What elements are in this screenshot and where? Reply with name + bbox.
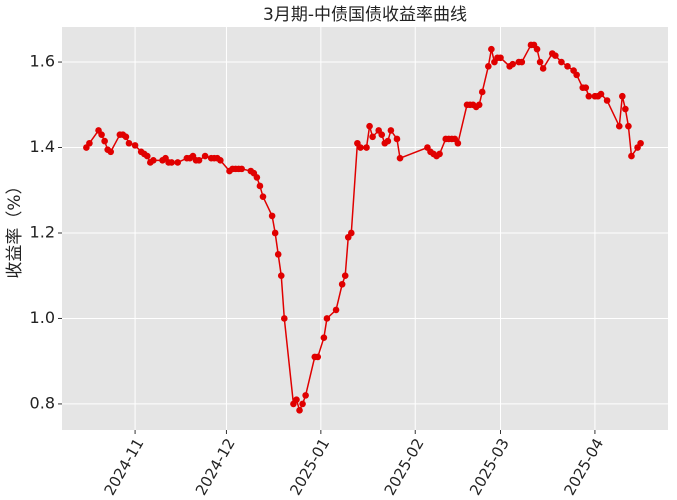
data-point [488, 45, 495, 53]
data-point [314, 353, 322, 361]
data-point [357, 144, 364, 151]
x-tick-label: 2025-02 [381, 435, 428, 498]
y-tick-label: 1.0 [30, 308, 55, 327]
data-point [277, 272, 285, 280]
data-point [168, 159, 175, 166]
data-point [573, 71, 580, 79]
data-point [585, 92, 593, 100]
data-point [341, 272, 349, 280]
data-point [143, 152, 151, 160]
data-point [363, 144, 370, 151]
data-point [378, 131, 386, 138]
y-tick-label: 1.2 [30, 222, 55, 241]
data-point [302, 392, 309, 399]
data-point [268, 212, 276, 220]
x-tick-label: 2025-04 [560, 435, 607, 498]
data-point [293, 396, 300, 403]
data-point [454, 139, 462, 147]
data-point [274, 251, 282, 258]
data-point [622, 105, 629, 113]
data-point [299, 400, 306, 408]
data-point [533, 45, 541, 53]
data-point [393, 135, 401, 143]
data-point [217, 157, 224, 164]
data-point [195, 157, 203, 164]
data-point [150, 157, 157, 164]
data-point [552, 52, 559, 59]
y-tick-label: 1.6 [30, 52, 55, 71]
data-point [101, 137, 108, 145]
data-point [564, 63, 571, 70]
data-point [396, 154, 404, 162]
data-point [475, 101, 483, 109]
y-tick-label: 0.8 [30, 393, 55, 412]
data-point [582, 84, 590, 91]
data-point [107, 148, 115, 156]
data-point [323, 315, 331, 322]
data-point [369, 133, 376, 141]
data-point [497, 54, 504, 62]
data-point [539, 65, 547, 72]
data-point [253, 174, 261, 181]
data-point [619, 92, 626, 100]
data-point [478, 88, 486, 96]
data-point [338, 280, 346, 288]
data-point [125, 139, 133, 147]
data-point [603, 97, 611, 104]
data-point [637, 139, 644, 147]
data-point [238, 165, 245, 173]
data-point [122, 133, 130, 141]
data-point [366, 122, 373, 130]
x-tick-label: 2024-12 [192, 435, 239, 498]
data-point [320, 334, 328, 341]
data-point [98, 131, 105, 138]
data-point [332, 306, 340, 314]
data-point [536, 58, 544, 66]
x-tick-label: 2024-11 [101, 435, 148, 498]
plot-area [62, 27, 668, 430]
data-point [271, 229, 279, 237]
data-point [625, 122, 632, 130]
x-tick-label: 2025-01 [286, 435, 333, 498]
data-point [281, 315, 288, 322]
data-point [518, 58, 526, 66]
data-point [347, 229, 355, 237]
data-point [296, 407, 303, 414]
x-tick-label: 2025-03 [466, 435, 513, 498]
data-point [131, 142, 139, 149]
data-point [436, 150, 443, 158]
data-point [256, 182, 264, 190]
chart-title: 3月期-中债国债收益率曲线 [263, 5, 467, 25]
y-tick-label: 1.4 [30, 137, 55, 156]
y-axis-label: 收益率（%） [5, 177, 25, 278]
data-point [615, 122, 623, 130]
data-point [628, 152, 635, 160]
data-point [485, 63, 492, 70]
data-point [259, 193, 267, 200]
data-point [558, 58, 565, 66]
data-point [174, 159, 182, 166]
data-point [387, 127, 395, 134]
data-point [384, 137, 392, 145]
data-point [597, 90, 605, 98]
data-point [86, 139, 93, 147]
data-point [509, 60, 516, 68]
data-point [201, 152, 209, 160]
